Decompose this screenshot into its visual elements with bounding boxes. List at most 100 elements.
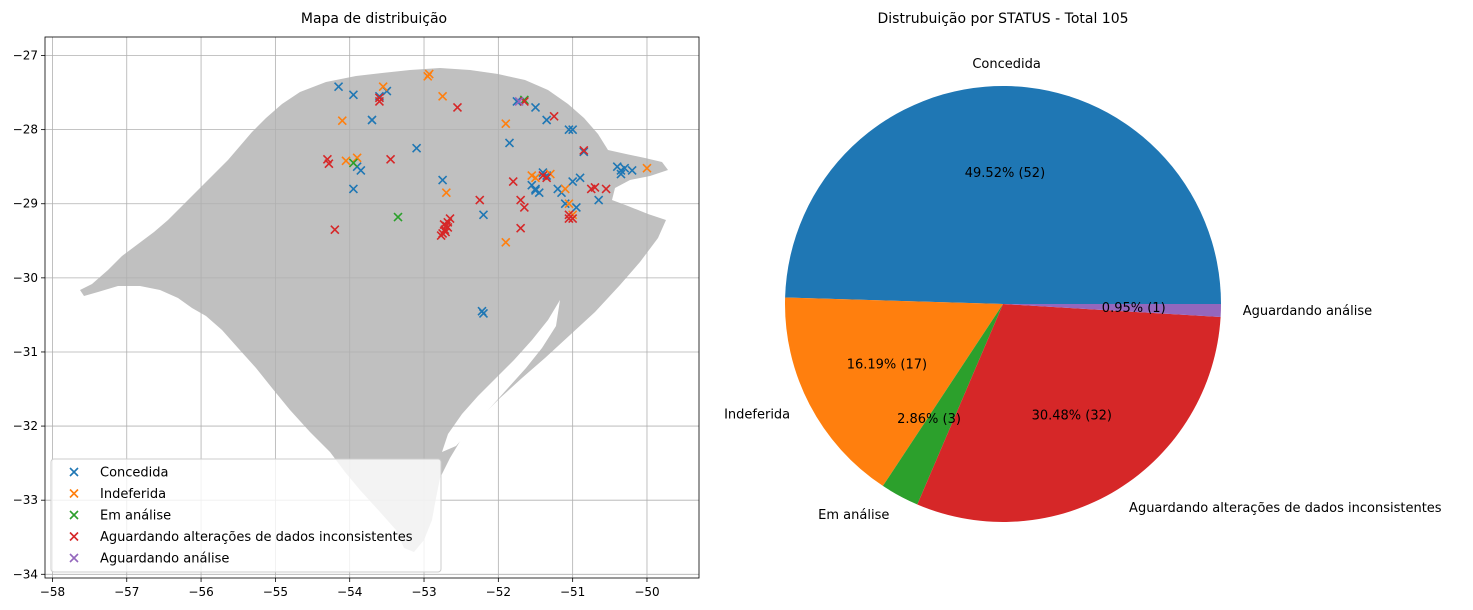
pie-slices: [785, 85, 1222, 522]
scatter-point: [386, 154, 396, 164]
scatter-point: [560, 199, 570, 209]
scatter-point: [438, 91, 448, 101]
scatter-point: [560, 184, 570, 194]
legend-frame: [50, 458, 442, 573]
scatter-point: [367, 115, 377, 125]
legend-marker: [69, 531, 79, 542]
scatter-point: [530, 102, 541, 112]
pie-pct-label: 0.95% (1): [1102, 301, 1166, 316]
pie-title: Distrubuição por STATUS - Total 105: [877, 11, 1128, 27]
pie-pct-label: 49.52% (52): [965, 166, 1045, 181]
pie-pct-label: 30.48% (32): [1032, 408, 1112, 423]
scatter-point: [478, 308, 489, 318]
x-tick-label: −50: [634, 585, 659, 599]
legend-marker: [69, 467, 79, 477]
scatter-point: [530, 185, 541, 195]
x-tick-label: −52: [486, 585, 511, 599]
scatter-point: [330, 225, 340, 235]
y-tick-label: −30: [13, 271, 38, 285]
scatter-point: [627, 165, 637, 175]
legend-marker: [69, 553, 79, 563]
scatter-point: [337, 116, 347, 126]
x-tick-label: −57: [114, 585, 139, 599]
scatter-point: [501, 237, 511, 247]
pie-panel: Distrubuição por STATUS - Total 105 49.5…: [724, 11, 1442, 523]
series-2: [348, 95, 529, 222]
scatter-point: [333, 82, 344, 92]
pie-slice: [785, 85, 1222, 304]
pie-labels: 49.52% (52) Concedida 16.19% (17) Indeferid…: [724, 57, 1442, 523]
legend-marker: [69, 488, 79, 499]
scatter-point: [393, 212, 403, 222]
scatter-point: [616, 169, 626, 179]
y-tick-label: −34: [13, 567, 38, 581]
map-ticks: −58 −57 −56 −55 −54 −53 −52 −51 −50 −27 −28 −29 −30 −…: [13, 49, 660, 599]
legend-label: Concedida: [100, 466, 169, 481]
scatter-point: [378, 82, 388, 92]
x-tick-label: −51: [560, 585, 585, 599]
map-legend: Concedida Indeferida Em análise Aguardando …: [50, 458, 442, 573]
x-tick-label: −55: [263, 585, 288, 599]
pie-slice: [882, 304, 1003, 505]
scatter-point: [579, 145, 589, 155]
scatter-point: [516, 223, 526, 233]
scatter-point: [441, 188, 451, 198]
scatter-point: [527, 171, 537, 181]
scatter-point: [516, 195, 526, 205]
y-tick-label: −27: [13, 49, 38, 63]
legend-label: Em análise: [100, 509, 171, 524]
scatter-point: [564, 214, 574, 224]
state-landmass: [80, 68, 668, 552]
y-tick-label: −28: [13, 123, 38, 137]
scatter-point: [341, 156, 351, 166]
scatter-point: [568, 125, 578, 135]
y-tick-label: −31: [13, 345, 38, 359]
pie-slice-label: Em análise: [818, 508, 889, 523]
scatter-point: [412, 143, 422, 153]
coastal-lagoon: [442, 300, 560, 452]
series-1: [337, 69, 652, 247]
series-3: [322, 93, 611, 241]
scatter-point: [352, 153, 362, 163]
scatter-point: [568, 176, 578, 187]
scatter-point: [542, 115, 552, 125]
scatter-point: [564, 199, 574, 209]
pie-slice-label: Concedida: [972, 57, 1041, 72]
map-panel: Mapa de distribuição −58 −57 −56 −55 −54 −53−…: [13, 11, 700, 599]
scatter-point: [374, 96, 384, 107]
scatter-point: [519, 95, 529, 105]
scatter-point: [356, 165, 366, 175]
pie-pct-label: 2.86% (3): [897, 412, 961, 427]
map-points: [322, 69, 652, 318]
scatter-point: [575, 173, 585, 183]
scatter-point: [568, 214, 578, 224]
legend-label: Indeferida: [100, 487, 166, 502]
scatter-point: [475, 195, 485, 205]
pie-slice-label: Aguardando análise: [1243, 304, 1372, 319]
scatter-point: [348, 184, 358, 194]
y-tick-label: −33: [13, 493, 38, 507]
map-grid: [45, 37, 699, 578]
x-tick-label: −56: [188, 585, 213, 599]
map-title: Mapa de distribuição: [301, 11, 447, 27]
y-tick-label: −29: [13, 197, 38, 211]
x-tick-label: −58: [40, 585, 65, 599]
legend-marker: [69, 510, 79, 520]
scatter-point: [439, 219, 449, 230]
legend-items: Concedida Indeferida Em análise Aguardando …: [69, 466, 413, 567]
scatter-point: [601, 184, 611, 194]
pie-slice-label: Aguardando alterações de dados inconsist…: [1129, 501, 1442, 516]
scatter-point: [424, 69, 434, 79]
legend-label: Aguardando alterações de dados inconsist…: [100, 530, 413, 545]
scatter-point: [512, 96, 522, 107]
scatter-point: [504, 138, 515, 148]
x-tick-label: −53: [411, 585, 436, 599]
scatter-point: [374, 93, 384, 103]
scatter-point: [620, 163, 630, 173]
legend-label: Aguardando análise: [100, 552, 229, 567]
scatter-point: [348, 90, 358, 100]
scatter-point: [564, 125, 574, 135]
pie-pct-label: 16.19% (17): [847, 357, 927, 372]
scatter-point: [594, 195, 604, 205]
pie-slice-label: Indeferida: [724, 407, 790, 422]
